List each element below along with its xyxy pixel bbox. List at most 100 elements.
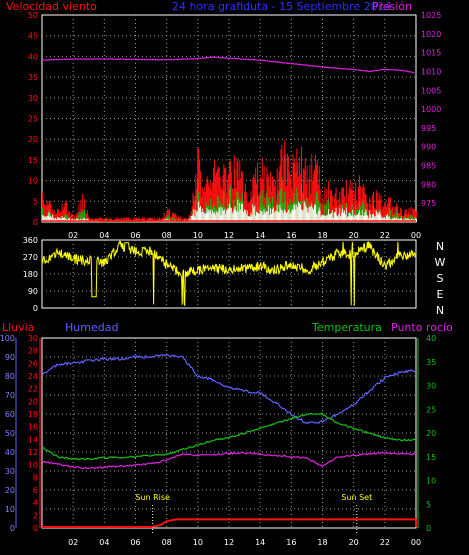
wind-gust-bar <box>126 217 128 222</box>
y-tick-label-pressure: 1025 <box>421 11 441 20</box>
wind-avg-bar <box>344 210 346 222</box>
wind-gust-bar <box>56 208 58 222</box>
wind-avg-bar <box>404 217 406 222</box>
y-tick-label-pressure: 985 <box>421 162 436 171</box>
wind-gust-bar <box>80 199 82 222</box>
wind-avg-bar <box>191 216 193 222</box>
wind-avg-bar <box>300 204 302 222</box>
wind-avg-bar <box>292 210 294 222</box>
x-tick-label: 22 <box>380 538 390 547</box>
y-tick-label-humidity: 0 <box>33 524 38 533</box>
wind-gust-bar <box>101 218 103 222</box>
wind-avg-bar <box>366 215 368 222</box>
wind-gust-bar <box>351 182 353 222</box>
wind-avg-bar <box>306 208 308 222</box>
compass-letter: E <box>437 288 444 301</box>
wind-avg-bar <box>244 210 246 222</box>
wind-gust-bar <box>402 215 404 222</box>
wind-gust-bar <box>305 183 307 222</box>
wind-gust-bar <box>371 208 373 222</box>
wind-gust-bar <box>367 202 369 222</box>
wind-avg-bar <box>353 216 355 222</box>
wind-gust-bar <box>383 205 385 222</box>
wind-gust-bar <box>292 154 294 222</box>
x-tick-label: 10 <box>193 538 203 547</box>
wind-mid-bar <box>80 212 82 222</box>
x-tick-label: 06 <box>130 231 140 240</box>
wind-gust-bar <box>297 162 299 222</box>
wind-gust-bar <box>220 186 222 222</box>
y-tick-label-humidity: 12 <box>28 448 38 457</box>
wind-gust-bar <box>336 199 338 222</box>
wind-gust-bar <box>347 194 349 222</box>
wind-gust-bar <box>304 157 306 222</box>
wind-avg-bar <box>350 215 352 222</box>
wind-avg-bar <box>217 211 219 222</box>
y-tick-label-humidity: 2 <box>33 511 38 520</box>
wind-gust-bar <box>234 168 236 222</box>
wind-gust-bar <box>45 205 47 222</box>
wind-mid-bar <box>172 217 174 222</box>
wind-gust-bar <box>171 217 173 222</box>
wind-mid-bar <box>269 201 271 222</box>
wind-mid-bar <box>220 205 222 222</box>
wind-gust-bar <box>232 188 234 222</box>
y-tick-label-wind: 40 <box>28 52 38 61</box>
wind-avg-bar <box>200 211 202 222</box>
wind-gust-bar <box>320 202 322 222</box>
wind-avg-bar <box>270 208 272 222</box>
wind-avg-bar <box>382 218 384 222</box>
humidity-label: Humedad <box>65 321 118 334</box>
wind-avg-bar <box>279 204 281 222</box>
wind-gust-bar <box>345 180 347 222</box>
x-tick-label: 18 <box>317 538 327 547</box>
wind-avg-bar <box>51 217 53 222</box>
wind-gust-bar <box>198 148 200 222</box>
wind-gust-bar <box>263 165 265 222</box>
wind-avg-bar <box>406 218 408 222</box>
wind-gust-bar <box>75 213 77 222</box>
wind-gust-bar <box>44 206 46 222</box>
wind-avg-bar <box>42 215 43 222</box>
wind-avg-bar <box>234 206 236 222</box>
wind-mid-bar <box>65 215 67 222</box>
wind-avg-bar <box>362 215 364 222</box>
wind-avg-bar <box>325 215 327 222</box>
chart-title: 24 hora grafiduta - 15 Septiembre 2014 <box>172 0 392 13</box>
wind-avg-bar <box>63 217 65 222</box>
wind-mid-bar <box>326 203 328 222</box>
wind-avg-bar <box>332 217 334 222</box>
wind-gust-bar <box>358 175 360 222</box>
wind-avg-bar <box>236 212 238 222</box>
wind-avg-bar <box>368 217 370 222</box>
wind-avg-bar <box>190 216 192 222</box>
wind-avg-bar <box>351 215 353 222</box>
wind-avg-bar <box>260 211 262 222</box>
wind-speed-label: Velocidad viento <box>6 0 97 13</box>
wind-mid-bar <box>410 214 412 222</box>
wind-avg-bar <box>375 210 377 222</box>
wind-avg-bar <box>300 209 302 222</box>
wind-gust-bar <box>299 157 301 222</box>
wind-gust-bar <box>208 184 210 222</box>
wind-avg-bar <box>276 204 278 222</box>
wind-avg-bar <box>221 207 223 222</box>
wind-gust-bar <box>289 174 291 222</box>
x-tick-label: 20 <box>349 538 359 547</box>
wind-avg-bar <box>327 214 329 222</box>
wind-avg-bar <box>363 215 365 222</box>
wind-avg-bar <box>324 215 326 222</box>
wind-avg-bar <box>43 216 45 222</box>
wind-avg-bar <box>277 211 279 222</box>
wind-gust-bar <box>369 197 371 222</box>
wind-avg-bar <box>254 205 256 222</box>
wind-gust-bar <box>270 171 272 222</box>
y-tick-label-humidity: 30 <box>28 334 38 343</box>
wind-gust-bar <box>127 218 129 222</box>
pressure-line <box>41 56 415 74</box>
wind-avg-bar <box>303 201 305 222</box>
wind-mid-bar <box>389 209 391 222</box>
wind-gust-bar <box>42 199 44 222</box>
wind-avg-bar <box>309 206 311 222</box>
wind-gust-bar <box>385 201 387 222</box>
